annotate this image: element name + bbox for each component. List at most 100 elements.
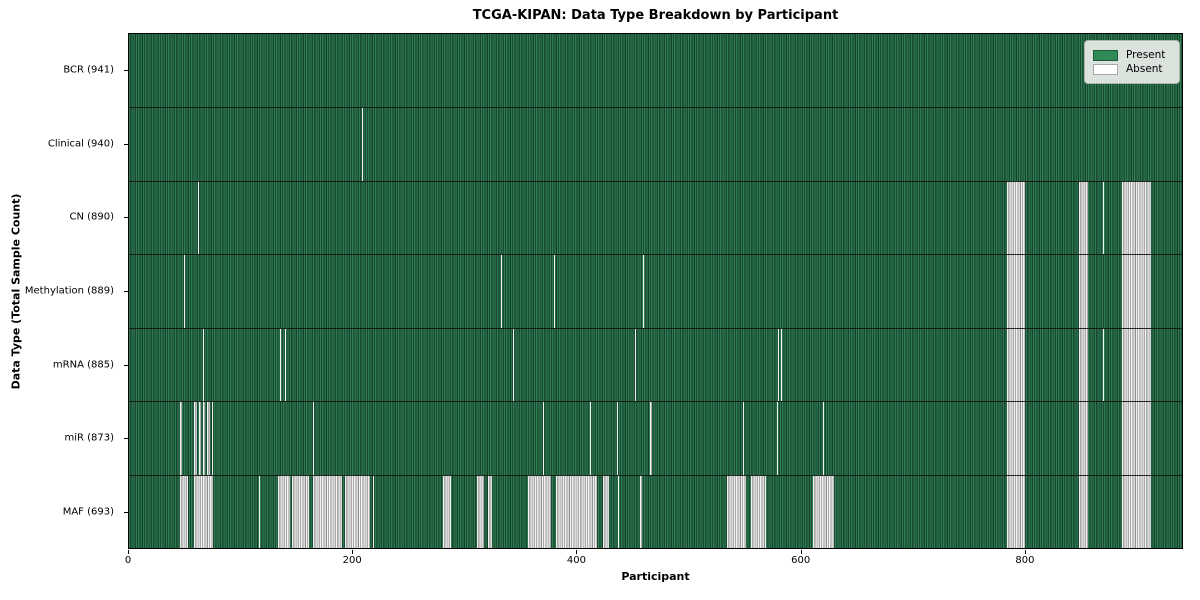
row-separator: [129, 474, 1182, 476]
absent-block: [193, 474, 213, 548]
absent-block: [198, 180, 200, 255]
heatmap-row-Methylation: [129, 254, 1182, 328]
x-tick-mark: [576, 550, 578, 554]
absent-block: [554, 254, 556, 328]
x-tick-label-0: 0: [124, 555, 132, 566]
absent-block: [1121, 327, 1151, 402]
absent-block: [634, 327, 636, 402]
x-tick-label-800: 800: [1015, 555, 1035, 566]
absent-block: [211, 401, 213, 475]
absent-block: [778, 327, 780, 402]
absent-block: [822, 401, 824, 475]
y-tick-label-Clinical: Clinical (940): [47, 138, 114, 150]
x-tick-labels: 0 200 400 600 800: [124, 549, 1183, 569]
absent-block: [1121, 401, 1151, 475]
absent-block: [312, 401, 314, 475]
absent-block: [776, 401, 779, 475]
absent-block: [292, 474, 310, 548]
absent-block: [202, 327, 204, 402]
x-tick-label-400: 400: [566, 555, 586, 566]
absent-block: [202, 401, 206, 475]
absent-block: [1079, 254, 1088, 328]
absent-block: [650, 401, 652, 475]
absent-block: [193, 401, 198, 475]
absent-block: [642, 254, 644, 328]
absent-block: [372, 474, 375, 548]
y-tick-mark: [124, 143, 128, 145]
y-tick-labels: BCR (941) Clinical (940) CN (890) Methylati…: [0, 33, 122, 549]
row-separator: [129, 254, 1182, 256]
absent-block: [258, 474, 260, 548]
absent-block: [1121, 180, 1151, 255]
absent-block: [199, 401, 201, 475]
absent-block: [640, 474, 642, 548]
x-tick-mark: [800, 550, 802, 554]
absent-block: [743, 401, 745, 475]
y-tick-label-CN: CN (890): [69, 211, 114, 223]
y-tick-mark: [124, 364, 128, 366]
absent-block: [1007, 401, 1026, 475]
absent-block: [1079, 327, 1088, 402]
chart-title: TCGA-KIPAN: Data Type Breakdown by Parti…: [472, 8, 839, 23]
y-tick-label-miR: miR (873): [64, 432, 114, 444]
absent-block: [1007, 327, 1026, 402]
absent-block: [556, 474, 597, 548]
absent-block: [781, 327, 783, 402]
absent-block: [277, 474, 291, 548]
absent-block: [207, 401, 210, 475]
legend-swatch-icon: [1093, 63, 1118, 75]
x-axis-label: Participant: [621, 570, 690, 583]
y-tick-mark: [124, 291, 128, 292]
absent-block: [1102, 327, 1104, 402]
legend-item-present: Present: [1093, 49, 1171, 61]
x-tick-mark: [128, 550, 129, 554]
absent-block: [590, 401, 592, 475]
y-tick-mark: [124, 438, 128, 440]
row-separator: [129, 107, 1182, 109]
absent-block: [312, 474, 342, 548]
absent-block: [180, 401, 182, 475]
legend: Present Absent: [1084, 40, 1180, 84]
x-tick-label-600: 600: [791, 555, 811, 566]
y-tick-label-Methylation: Methylation (889): [24, 285, 114, 297]
heatmap-row-CN: [129, 180, 1182, 255]
legend-label: Absent: [1126, 63, 1163, 75]
row-separator: [129, 180, 1182, 182]
y-tick-label-MAF: MAF (693): [62, 506, 114, 518]
absent-block: [361, 107, 363, 181]
absent-block: [512, 327, 514, 402]
absent-block: [603, 474, 610, 548]
heatmap-row-mRNA: [129, 327, 1182, 402]
absent-block: [1121, 474, 1151, 548]
y-tick-label-BCR: BCR (941): [63, 64, 114, 76]
absent-block: [443, 474, 452, 548]
heatmap-row-Clinical: [129, 107, 1182, 181]
absent-block: [488, 474, 492, 548]
x-tick-label-200: 200: [342, 555, 362, 566]
x-tick-mark: [352, 550, 354, 554]
row-separator: [129, 327, 1182, 329]
legend-item-absent: Absent: [1093, 63, 1171, 75]
heatmap-row-MAF: [129, 474, 1182, 548]
absent-block: [543, 401, 545, 475]
absent-block: [1007, 254, 1026, 328]
plot-area: [128, 33, 1183, 549]
absent-block: [1007, 180, 1026, 255]
y-tick-label-mRNA: mRNA (885): [52, 359, 114, 371]
absent-block: [1079, 180, 1088, 255]
absent-block: [812, 474, 834, 548]
absent-block: [1121, 254, 1151, 328]
absent-block: [280, 327, 282, 402]
y-tick-mark: [124, 217, 128, 219]
absent-block: [284, 327, 286, 402]
absent-block: [528, 474, 551, 548]
legend-label: Present: [1126, 49, 1166, 61]
absent-block: [500, 254, 502, 328]
absent-block: [344, 474, 370, 548]
absent-block: [180, 474, 189, 548]
absent-block: [726, 474, 746, 548]
absent-block: [618, 474, 620, 548]
absent-block: [183, 254, 185, 328]
y-tick-mark: [124, 512, 128, 514]
